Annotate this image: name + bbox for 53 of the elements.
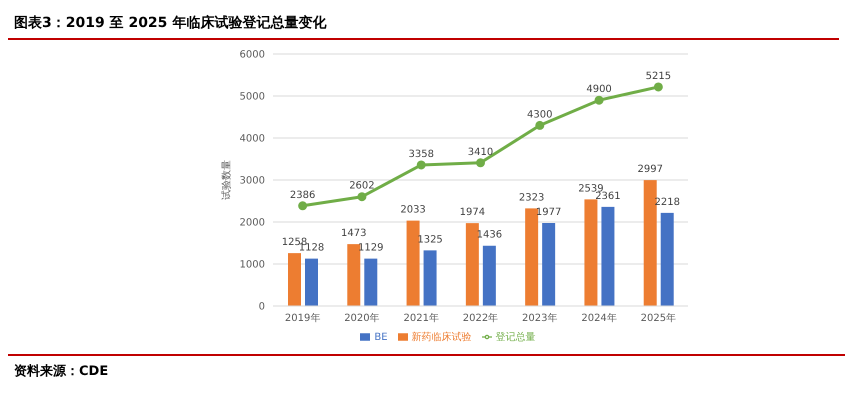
bar <box>305 258 318 306</box>
x-tick-label: 2021年 <box>403 312 439 324</box>
y-tick-label: 2000 <box>240 218 265 229</box>
y-tick-label: 3000 <box>240 176 265 187</box>
x-tick-label: 2023年 <box>522 312 558 324</box>
x-tick-label: 2022年 <box>462 312 498 324</box>
bar <box>542 222 556 306</box>
bar <box>288 253 301 306</box>
text: 资料来源：CDE <box>14 363 110 380</box>
y-tick-label: 5000 <box>240 92 265 103</box>
chart-title: 图表3：2019 至 2025 年临床试验登记总量变化 <box>8 8 839 40</box>
x-tick-label: 2020年 <box>344 312 380 324</box>
point <box>416 160 426 170</box>
bar <box>347 244 360 306</box>
x-tick-label: 2024年 <box>581 312 617 324</box>
y-tick-label: 1000 <box>240 260 265 271</box>
y-axis-title: 试验数量 <box>220 160 233 200</box>
bar <box>424 250 437 306</box>
legend-label: 登记总量 <box>496 332 536 343</box>
data-label: 3410 <box>468 146 494 158</box>
data-label: 2602 <box>349 180 375 192</box>
point <box>476 158 485 168</box>
data-label: 2033 <box>400 204 426 216</box>
bar <box>406 220 420 306</box>
x-tick-label: 2025年 <box>640 312 676 324</box>
point <box>594 96 604 105</box>
legend-label: BE <box>374 332 388 343</box>
bar <box>525 208 538 306</box>
x-tick-label: 2019年 <box>284 312 320 324</box>
data-label: 2323 <box>518 192 544 204</box>
data-label: 3358 <box>408 148 434 160</box>
point <box>535 120 544 130</box>
point <box>357 192 366 202</box>
data-label: 1473 <box>341 228 367 240</box>
bar <box>584 199 598 306</box>
data-label: 2386 <box>290 190 316 201</box>
bar <box>482 246 496 306</box>
bar <box>660 212 674 306</box>
point <box>298 201 308 210</box>
data-label: 5215 <box>646 70 672 82</box>
bar <box>644 180 657 306</box>
point <box>654 82 663 92</box>
y-tick-label: 0 <box>258 302 265 313</box>
data-label: 4300 <box>527 109 553 120</box>
y-tick-label: 6000 <box>240 50 265 61</box>
data-label: 1974 <box>460 207 486 218</box>
data-label: 2997 <box>637 164 663 176</box>
bar <box>601 206 614 306</box>
y-tick-label: 4000 <box>240 134 265 145</box>
bar <box>466 223 479 306</box>
legend-label: 新药临床试验 <box>412 332 472 343</box>
data-label: 4900 <box>586 84 612 96</box>
bar <box>364 258 378 306</box>
